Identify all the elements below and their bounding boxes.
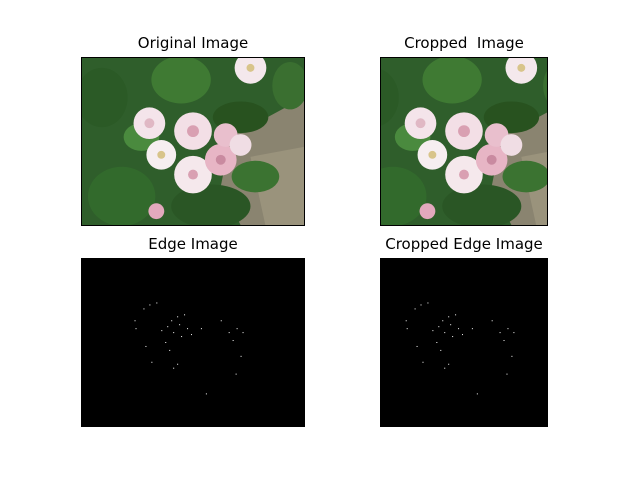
flower-photo xyxy=(82,58,304,225)
cropped-image-title: Cropped Image xyxy=(404,34,524,52)
cropped-image xyxy=(380,57,548,226)
edge-image xyxy=(81,258,305,427)
cropped-edge-image-title: Cropped Edge Image xyxy=(385,235,543,253)
original-image xyxy=(81,57,305,226)
cropped-flower-photo xyxy=(381,58,547,225)
edge-image-title: Edge Image xyxy=(148,235,238,253)
edge-map xyxy=(82,259,304,426)
cropped-edge-image xyxy=(380,258,548,427)
original-image-title: Original Image xyxy=(137,34,249,52)
cropped-edge-map xyxy=(381,259,547,426)
